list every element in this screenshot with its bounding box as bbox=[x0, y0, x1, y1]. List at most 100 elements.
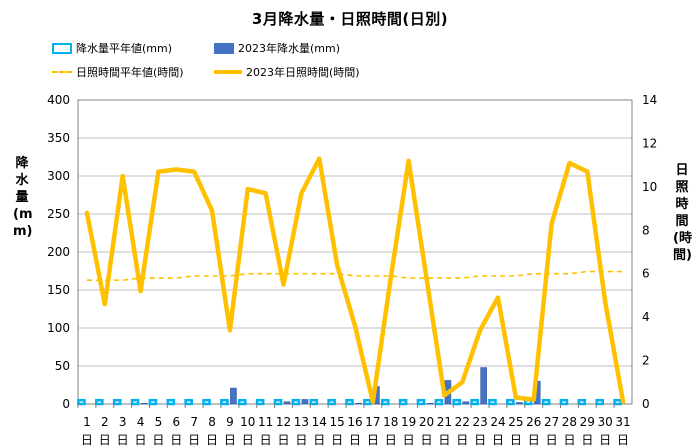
x-tick-label: 25 bbox=[508, 415, 523, 429]
y-right-tick-label: 0 bbox=[642, 397, 650, 411]
bar-normal-precip bbox=[327, 398, 336, 406]
x-tick-suffix: 日 bbox=[188, 433, 200, 447]
x-tick-suffix: 日 bbox=[224, 433, 236, 447]
x-tick-suffix: 日 bbox=[152, 433, 164, 447]
x-tick-label: 19 bbox=[401, 415, 416, 429]
legend-swatch-sunshine-2023 bbox=[214, 70, 242, 74]
x-tick-label: 26 bbox=[526, 415, 541, 429]
x-tick-label: 22 bbox=[455, 415, 470, 429]
x-tick-label: 1 bbox=[83, 415, 91, 429]
legend-item-sunshine-2023: 2023年日照時間(時間) bbox=[214, 64, 360, 80]
x-tick-label: 30 bbox=[598, 415, 613, 429]
x-tick-label: 8 bbox=[208, 415, 216, 429]
x-tick-suffix: 日 bbox=[474, 433, 486, 447]
legend-label-normal-precip: 降水量平年値(mm) bbox=[76, 42, 173, 55]
x-tick-label: 17 bbox=[365, 415, 380, 429]
x-tick-suffix: 日 bbox=[117, 433, 129, 447]
bar-normal-precip bbox=[470, 398, 479, 406]
bar-normal-precip bbox=[255, 398, 265, 406]
x-tick-label: 29 bbox=[580, 415, 595, 429]
bar-precip-2023 bbox=[230, 387, 237, 405]
y-left-tick-label: 0 bbox=[62, 397, 70, 411]
x-tick-suffix: 日 bbox=[206, 433, 218, 447]
legend-item-normal-sunshine: 日照時間平年値(時間) bbox=[52, 64, 184, 80]
bar-normal-precip bbox=[452, 398, 462, 406]
y-right-axis-label: 日照時間(時間) bbox=[673, 163, 692, 263]
bar-normal-precip bbox=[345, 398, 354, 406]
x-tick-suffix: 日 bbox=[385, 433, 397, 447]
x-tick-label: 4 bbox=[137, 415, 145, 429]
chart-title: 3月降水量・日照時間(日別) bbox=[251, 10, 449, 28]
y-left-tick-label: 150 bbox=[47, 283, 70, 297]
bar-normal-precip bbox=[95, 398, 104, 406]
x-tick-suffix: 日 bbox=[260, 433, 272, 447]
x-tick-label: 24 bbox=[490, 415, 505, 429]
x-tick-label: 28 bbox=[562, 415, 577, 429]
x-tick-label: 12 bbox=[276, 415, 291, 429]
bar-normal-precip bbox=[291, 398, 301, 406]
x-tick-label: 14 bbox=[312, 415, 327, 429]
x-tick-label: 27 bbox=[544, 415, 559, 429]
legend-swatch-normal-sunshine bbox=[52, 71, 72, 73]
x-tick-label: 6 bbox=[172, 415, 180, 429]
legend-label-normal-sunshine: 日照時間平年値(時間) bbox=[76, 66, 184, 79]
bar-normal-precip bbox=[398, 398, 408, 406]
bar-normal-precip bbox=[506, 398, 515, 406]
bar-normal-precip bbox=[613, 398, 622, 406]
bar-normal-precip bbox=[273, 398, 283, 406]
x-tick-suffix: 日 bbox=[420, 433, 432, 447]
x-tick-label: 16 bbox=[347, 415, 362, 429]
line-normal-sunshine bbox=[86, 270, 624, 282]
y-right-tick-label: 4 bbox=[642, 310, 650, 324]
bar-precip-2023 bbox=[516, 402, 523, 405]
x-tick-label: 31 bbox=[615, 415, 630, 429]
bar-normal-precip bbox=[309, 398, 319, 406]
bar-normal-precip bbox=[130, 398, 140, 406]
legend-swatch-normal-precip bbox=[52, 42, 72, 54]
line-sunshine-2023 bbox=[84, 156, 626, 405]
x-tick-suffix: 日 bbox=[349, 433, 361, 447]
bar-normal-precip bbox=[237, 398, 247, 406]
x-tick-suffix: 日 bbox=[170, 433, 182, 447]
x-tick-suffix: 日 bbox=[367, 433, 379, 447]
bar-precip-2023 bbox=[301, 399, 309, 405]
x-tick-label: 23 bbox=[472, 415, 487, 429]
x-tick-suffix: 日 bbox=[581, 433, 593, 447]
x-tick-suffix: 日 bbox=[99, 433, 111, 447]
x-tick-suffix: 日 bbox=[546, 433, 558, 447]
bar-normal-precip bbox=[595, 398, 604, 406]
x-tick-label: 3 bbox=[119, 415, 127, 429]
legend-label-precip-2023: 2023年降水量(mm) bbox=[238, 42, 341, 55]
x-tick-suffix: 日 bbox=[492, 433, 504, 447]
x-tick-suffix: 日 bbox=[599, 433, 611, 447]
x-tick-suffix: 日 bbox=[242, 433, 254, 447]
x-tick-suffix: 日 bbox=[528, 433, 540, 447]
y-left-axis-label: 降水量(mm) bbox=[13, 156, 33, 239]
bar-normal-precip bbox=[148, 398, 158, 406]
bar-normal-precip bbox=[166, 398, 176, 406]
x-tick-suffix: 日 bbox=[563, 433, 575, 447]
bar-precip-2023 bbox=[140, 402, 148, 405]
x-tick-label: 21 bbox=[437, 415, 452, 429]
x-tick-label: 5 bbox=[155, 415, 163, 429]
bar-precip-2023 bbox=[355, 402, 362, 405]
bar-precip-2023 bbox=[426, 402, 434, 405]
x-tick-suffix: 日 bbox=[403, 433, 415, 447]
y-left-tick-label: 50 bbox=[55, 359, 70, 373]
y-right-tick-label: 6 bbox=[642, 267, 650, 281]
y-right-tick-label: 12 bbox=[642, 136, 657, 150]
x-tick-label: 15 bbox=[329, 415, 344, 429]
legend-swatch-precip-2023 bbox=[214, 42, 234, 54]
bar-normal-precip bbox=[416, 398, 426, 406]
x-tick-label: 9 bbox=[226, 415, 234, 429]
bar-normal-precip bbox=[541, 398, 551, 406]
bar-precip-2023 bbox=[480, 367, 487, 405]
x-tick-suffix: 日 bbox=[313, 433, 325, 447]
bar-normal-precip bbox=[488, 398, 497, 406]
x-tick-suffix: 日 bbox=[135, 433, 147, 447]
y-left-tick-label: 400 bbox=[47, 93, 70, 107]
x-tick-suffix: 日 bbox=[278, 433, 290, 447]
x-tick-suffix: 日 bbox=[295, 433, 307, 447]
y-left-tick-label: 200 bbox=[47, 245, 70, 259]
bar-precip-2023 bbox=[283, 401, 291, 405]
